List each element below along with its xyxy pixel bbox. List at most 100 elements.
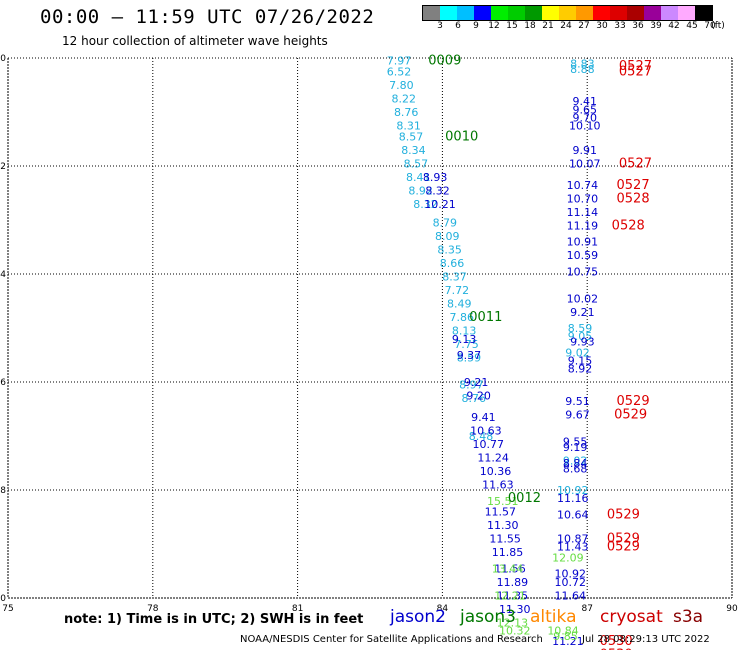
swh-value-jason2: 9.21 bbox=[570, 306, 595, 319]
y-tick-label: -8 bbox=[0, 486, 6, 496]
swh-value-jason2: 8.92 bbox=[568, 363, 593, 376]
legend-swatch bbox=[576, 6, 593, 20]
pass-time-cryosat: 0527 bbox=[619, 156, 652, 171]
swh-value-cyan: 8.35 bbox=[437, 244, 462, 257]
pass-time-cryosat: 0527 bbox=[619, 65, 652, 80]
swh-value-jason2: 9.20 bbox=[466, 390, 491, 403]
swh-value-jason2: 9.13 bbox=[452, 333, 477, 346]
swh-value-cyan: 8.76 bbox=[462, 392, 487, 405]
swh-value-cyan: 9.02 bbox=[563, 454, 588, 467]
legend-tick-label: 18 bbox=[524, 21, 536, 31]
legend-tick-label: 24 bbox=[560, 21, 572, 31]
legend-tick-label: 21 bbox=[542, 21, 554, 31]
note-text: note: 1) Time is in UTC; 2) SWH is in fe… bbox=[64, 612, 364, 627]
swh-value-jason2: 11.30 bbox=[499, 603, 531, 616]
pass-time-cryosat: 0529 bbox=[607, 507, 640, 522]
legend-tick-label: 12 bbox=[488, 21, 500, 31]
swh-value-jason2: 10.92 bbox=[555, 568, 587, 581]
swh-value-jason2: 11.89 bbox=[497, 576, 529, 589]
swh-value-lime: 10.32 bbox=[499, 624, 531, 637]
legend-tick-label: 70 bbox=[704, 21, 716, 31]
x-tick-label: 78 bbox=[147, 604, 159, 614]
swh-value-jason2: 8.84 bbox=[563, 457, 588, 470]
legend-swatch bbox=[644, 6, 661, 20]
swh-value-cyan: 8.66 bbox=[440, 257, 465, 270]
swh-value-jason2: 11.57 bbox=[485, 506, 517, 519]
swh-value-jason2: 9.91 bbox=[573, 144, 598, 157]
legend-cryosat: cryosat bbox=[600, 607, 663, 627]
legend-swatch bbox=[491, 6, 508, 20]
legend-swatch bbox=[542, 6, 559, 20]
swh-value-jason2: 10.87 bbox=[557, 533, 589, 546]
legend-tick-label: 3 bbox=[437, 21, 443, 31]
swh-value-cyan: 8.92 bbox=[408, 184, 433, 197]
legend-tick-label: 6 bbox=[455, 21, 461, 31]
pass-time-jason3: 0009 bbox=[428, 54, 461, 69]
swh-value-cyan: 8.22 bbox=[392, 93, 417, 106]
page-title: 00:00 – 11:59 UTC 07/26/2022 bbox=[40, 6, 375, 28]
page-subtitle: 12 hour collection of altimeter wave hei… bbox=[62, 34, 328, 48]
swh-value-jason2: 10.36 bbox=[480, 465, 512, 478]
y-tick-label: -6 bbox=[0, 378, 6, 388]
pass-time-jason3: 0010 bbox=[445, 129, 478, 144]
swh-value-jason2: 10.70 bbox=[567, 192, 599, 205]
swh-value-jason2: 11.16 bbox=[557, 492, 589, 505]
legend-swatch bbox=[559, 6, 576, 20]
y-tick-label: -10 bbox=[0, 594, 6, 604]
x-tick-label: 87 bbox=[581, 604, 592, 614]
swh-value-jason2: 11.30 bbox=[487, 519, 519, 532]
swh-value-jason2: 10.07 bbox=[569, 157, 601, 170]
swh-value-lime: 12.21 bbox=[494, 589, 526, 602]
swh-value-jason2: 9.21 bbox=[464, 376, 489, 389]
y-tick-label: -4 bbox=[0, 270, 6, 280]
swh-value-jason2: 10.63 bbox=[470, 425, 502, 438]
legend-swatch bbox=[474, 6, 491, 20]
pass-time-cryosat: 0529 bbox=[614, 407, 647, 422]
legend-swatch bbox=[593, 6, 610, 20]
swh-value-cyan: 8.13 bbox=[452, 325, 477, 338]
swh-value-cyan: 8.34 bbox=[401, 144, 426, 157]
legend-jason3: jason3 bbox=[460, 607, 516, 627]
swh-value-cyan: 9.02 bbox=[565, 346, 590, 359]
legend-tick-label: 27 bbox=[578, 21, 590, 31]
y-tick-label: -2 bbox=[0, 162, 6, 172]
legend-swatch bbox=[610, 6, 627, 20]
pass-time-cryosat: 0529 bbox=[617, 394, 650, 409]
swh-value-cyan: 8.41 bbox=[406, 171, 431, 184]
swh-value-jason2: 11.85 bbox=[492, 546, 524, 559]
swh-value-jason2: 10.74 bbox=[567, 179, 599, 192]
swh-value-cyan: 8.76 bbox=[394, 106, 419, 119]
swh-value-cyan: 7.97 bbox=[387, 55, 412, 68]
pass-time-cryosat: 0527 bbox=[619, 59, 652, 74]
swh-value-cyan: 7.86 bbox=[449, 311, 474, 324]
swh-value-jason2: 10.77 bbox=[473, 438, 505, 451]
x-tick-label: 81 bbox=[292, 604, 303, 614]
swh-value-cyan: 6.52 bbox=[387, 66, 412, 79]
footer-credit: NOAA/NESDIS Center for Satellite Applica… bbox=[240, 634, 543, 645]
legend-swatch bbox=[695, 6, 712, 20]
swh-value-jason2: 9.67 bbox=[565, 408, 590, 421]
swh-value-jason2: 8.68 bbox=[563, 462, 588, 475]
swh-value-jason2: 11.55 bbox=[489, 533, 521, 546]
swh-value-lime: 13.44 bbox=[492, 562, 524, 575]
swh-value-jason2: 11.43 bbox=[557, 541, 589, 554]
swh-value-cyan: 8.31 bbox=[396, 120, 421, 133]
swh-value-cyan: 8.57 bbox=[404, 157, 429, 170]
legend-swatch bbox=[661, 6, 678, 20]
swh-value-jason2: 9.93 bbox=[570, 336, 595, 349]
swh-value-cyan: 8.37 bbox=[442, 271, 467, 284]
legend-tick-label: 36 bbox=[632, 21, 644, 31]
swh-value-jason2: 9.70 bbox=[573, 111, 598, 124]
swh-value-jason2: 9.15 bbox=[568, 354, 593, 367]
legend-s3a: s3a bbox=[673, 607, 704, 627]
swh-value-cyan: 8.83 bbox=[570, 57, 595, 70]
legend-tick-label: 15 bbox=[506, 21, 518, 31]
swh-value-jason2: 11.14 bbox=[567, 206, 599, 219]
swh-value-jason2: 10.21 bbox=[424, 198, 456, 211]
legend-altika: altika bbox=[530, 607, 577, 627]
swh-value-jason2: 9.41 bbox=[471, 411, 496, 424]
swh-value-cyan: 7.72 bbox=[445, 284, 470, 297]
legend-swatch bbox=[678, 6, 695, 20]
swh-value-cyan: 8.48 bbox=[469, 430, 494, 443]
